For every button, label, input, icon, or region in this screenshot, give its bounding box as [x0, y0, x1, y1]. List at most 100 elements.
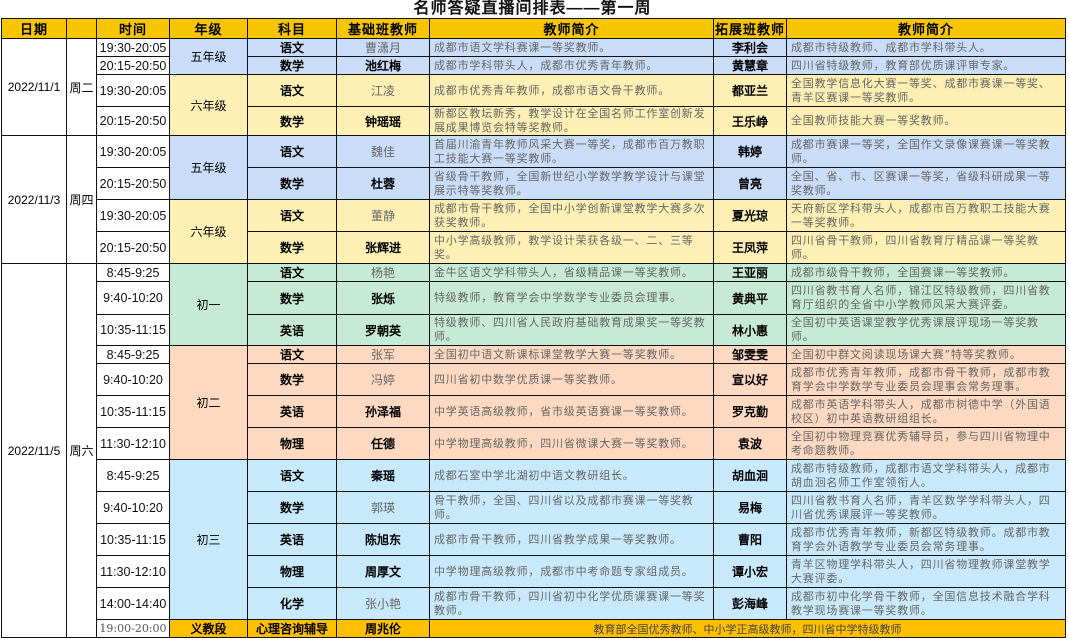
header-time: 时间 [96, 18, 170, 39]
date-cell: 2022/11/5 [1, 263, 67, 638]
table-row: 2022/11/5 周六 8:45-9:25 初一 语文 杨艳 金牛区语文学科带头人，省级精… [1, 263, 1066, 638]
date-cell: 2022/11/1 [1, 38, 67, 136]
date-cell: 2022/11/3 [1, 135, 67, 264]
table-row: 20:15-20:50 数学 池红梅 成都市学科带头人，成都市优秀青年教师。 黄慧章 四川… [2, 56, 1066, 75]
grade-cell: 义教段 [169, 619, 248, 638]
table-row: 10:35-11:15 英语 罗朝英 特级教师、四川省人民政府基础教育成果奖一等奖教师… [2, 314, 1066, 346]
weekday-cell: 周四 [66, 135, 97, 264]
basic-teacher-intro: 成都市学科带头人，成都市优秀青年教师。 [429, 56, 714, 75]
ext-teacher-intro: 成都市特级教师，成都市语文学科带头人，成都市胡血洄名师工作室领衔人。 [786, 459, 1066, 492]
ext-teacher-intro: 成都市初中化学骨干教师，全国信息技术融合学科教学现场赛课一等奖教师。 [786, 587, 1066, 620]
basic-teacher-intro: 全国初中语文新课标课堂教学大赛一等奖教师。 [429, 345, 714, 364]
subject-cell: 数学 [247, 491, 337, 524]
table-row: 19:30-20:05 六年级 语文 董静 成都市骨干教师，全国中小学创新课堂教学大赛多… [2, 199, 1066, 264]
table-row: 11:30-12:10 物理 任德 中学物理高级教师，四川省微课大赛一等奖教师。 袁波全… [2, 427, 1066, 460]
ext-teacher-cell: 黄慧章 [713, 56, 787, 75]
ext-teacher-cell: 李利会 [713, 38, 787, 57]
basic-teacher-cell: 池红梅 [336, 56, 430, 75]
ext-teacher-cell: 罗克勤 [713, 395, 787, 428]
ext-teacher-cell: 宣以好 [713, 363, 787, 396]
header-weekday [66, 18, 97, 39]
time-cell: 10:35-11:15 [96, 395, 170, 428]
table-row: 20:15-20:50 数学 杜蓉 省级骨干教师，全国新世纪小学数学教学设计与课堂展示… [2, 167, 1066, 200]
ext-teacher-intro: 四川省教书育人名师，锦江区特级教师，四川省教育厅组织的全省中小学教师风采大赛评委… [786, 281, 1066, 315]
basic-teacher-intro: 成都市语文学科赛课一等奖教师。 [429, 38, 714, 57]
basic-teacher-cell: 秦瑶 [336, 459, 430, 492]
basic-teacher-cell: 张军 [336, 345, 430, 364]
subject-cell: 英语 [247, 314, 337, 346]
subject-cell: 物理 [247, 555, 337, 588]
basic-teacher-intro: 成都市骨干教师，全国中小学创新课堂教学大赛多次获奖教师。 [429, 199, 714, 232]
subject-cell: 英语 [247, 523, 337, 556]
time-cell: 9:40-10:20 [96, 363, 170, 396]
ext-teacher-cell: 王凤萍 [713, 231, 787, 264]
basic-teacher-cell: 陈旭东 [336, 523, 430, 556]
basic-teacher-intro: 中学物理高级教师，成都市中考命题专家组成员。 [429, 555, 714, 588]
grade-cell: 六年级 [169, 74, 248, 136]
basic-teacher-cell: 张小艳 [336, 587, 430, 620]
ext-teacher-cell: 彭海峰 [713, 587, 787, 620]
basic-teacher-intro: 骨干教师，全国、四川省以及成都市赛课一等奖教师。 [429, 491, 714, 524]
basic-teacher-intro: 成都市优秀青年教师，成都市语文骨干教师。 [429, 74, 714, 107]
basic-teacher-cell: 周厚文 [336, 555, 430, 588]
basic-teacher-cell: 张烁 [336, 281, 430, 315]
ext-teacher-intro: 四川省特级教师，教育部优质课评审专家。 [786, 56, 1066, 75]
basic-teacher-intro: 特级教师、四川省人民政府基础教育成果奖一等奖教师。 [429, 314, 714, 346]
basic-teacher-cell: 郭瑛 [336, 491, 430, 524]
table-row: 11:30-12:10 物理 周厚文 中学物理高级教师，成都市中考命题专家组成员。 谭小… [2, 555, 1066, 588]
table-row: 20:15-20:50 数学 张辉进 中小学高级教师，教学设计荣获各级一、二、三等奖。… [2, 231, 1066, 264]
basic-teacher-cell: 董静 [336, 199, 430, 232]
basic-teacher-cell: 魏佳 [336, 135, 430, 168]
table-row: 14:00-14:40 化学 张小艳 成都市骨干教师，四川省初中化学优质课赛课一等奖教… [2, 587, 1066, 620]
table-row-extra: 19:00-20:00 义教段 心理咨询辅导 周兆伦 教育部全国优秀教师、中小学正高级教… [2, 619, 1066, 638]
basic-teacher-cell: 钟瑶瑶 [336, 106, 430, 136]
subject-cell: 语文 [247, 135, 337, 168]
grade-cell: 初二 [169, 345, 248, 460]
schedule-table: 日期 时间 年级 科目 基础班教师 教师简介 拓展班教师 教师简介 2022/1… [1, 18, 1066, 638]
header-basic-teacher: 基础班教师 [336, 18, 430, 39]
header-ext-intro: 教师简介 [786, 18, 1066, 39]
subject-cell: 数学 [247, 167, 337, 200]
ext-teacher-cell: 林小惠 [713, 314, 787, 346]
grade-cell: 初一 [169, 263, 248, 346]
basic-teacher-intro: 成都市骨干教师，四川省初中化学优质课赛课一等奖教师。 [429, 587, 714, 620]
weekday-cell: 周二 [66, 38, 97, 136]
table-row: 20:15-20:50 数学 钟瑶瑶 新都区教坛新秀，教学设计在全国名师工作室创新发展… [2, 106, 1066, 136]
ext-teacher-intro: 四川省教书育人名师，青羊区数学学科带头人，四川省优秀课展评一等奖教师。 [786, 491, 1066, 524]
ext-teacher-intro: 全国初中物理竞赛优秀辅导员，参与四川省物理中考命题教师。 [786, 427, 1066, 460]
ext-teacher-intro: 四川省骨干教师，四川省教育厅精品课一等奖教师。 [786, 231, 1066, 264]
ext-teacher-intro: 全国教学信息化大赛一等奖、成都市赛课一等奖、青羊区赛课一等奖教师。 [786, 74, 1066, 107]
grade-cell: 五年级 [169, 135, 248, 200]
ext-teacher-intro: 全国教师技能大赛一等奖教师。 [786, 106, 1066, 136]
table-row: 8:45-9:25 初三 语文 秦瑶 成都石室中学北湖初中语文教研组长。 胡血洄 成都市特级… [2, 459, 1066, 620]
ext-teacher-intro: 成都市特级教师、成都市学科带头人。 [786, 38, 1066, 57]
subject-cell: 语文 [247, 38, 337, 57]
subject-cell: 心理咨询辅导 [247, 619, 337, 638]
ext-teacher-intro: 全国、省、市、区赛课一等奖，省级科研成果一等奖教师。 [786, 167, 1066, 200]
time-cell: 8:45-9:25 [96, 345, 170, 364]
basic-teacher-intro: 金牛区语文学科带头人，省级精品课一等奖教师。 [429, 263, 714, 282]
header-date: 日期 [1, 18, 67, 39]
table-row: 9:40-10:20 数学 冯婷 四川省初中数学优质课一等奖教师。 宣以好 成都市优秀青年… [2, 363, 1066, 396]
ext-teacher-cell: 王乐峥 [713, 106, 787, 136]
grade-cell: 六年级 [169, 199, 248, 264]
basic-teacher-intro: 中学物理高级教师，四川省微课大赛一等奖教师。 [429, 427, 714, 460]
subject-cell: 数学 [247, 231, 337, 264]
basic-teacher-intro: 特级教师，教育学会中学数学专业委员会理事。 [429, 281, 714, 315]
basic-teacher-cell: 罗朝英 [336, 314, 430, 346]
ext-teacher-cell: 谭小宏 [713, 555, 787, 588]
header-ext-teacher: 拓展班教师 [713, 18, 787, 39]
time-cell: 11:30-12:10 [96, 555, 170, 588]
ext-teacher-intro: 成都市优秀青年教师，成都市骨干教师，成都市教育学会中学数学专业委员会理事会常务理… [786, 363, 1066, 396]
basic-teacher-intro: 中学英语高级教师，省市级英语赛课一等奖教师。 [429, 395, 714, 428]
time-cell: 14:00-14:40 [96, 587, 170, 620]
time-cell: 19:30-20:05 [96, 135, 170, 168]
header-row: 日期 时间 年级 科目 基础班教师 教师简介 拓展班教师 教师简介 [1, 18, 1066, 39]
time-cell: 19:00-20:00 [96, 619, 170, 638]
time-cell: 11:30-12:10 [96, 427, 170, 460]
subject-cell: 英语 [247, 395, 337, 428]
header-basic-intro: 教师简介 [429, 18, 714, 39]
ext-teacher-cell: 夏光琼 [713, 199, 787, 232]
page-title: 名师答疑直播间排表——第一周 [413, 0, 652, 17]
ext-teacher-intro: 青羊区物理学科带头人，四川省物理教师课堂教学大赛评委。 [786, 555, 1066, 588]
